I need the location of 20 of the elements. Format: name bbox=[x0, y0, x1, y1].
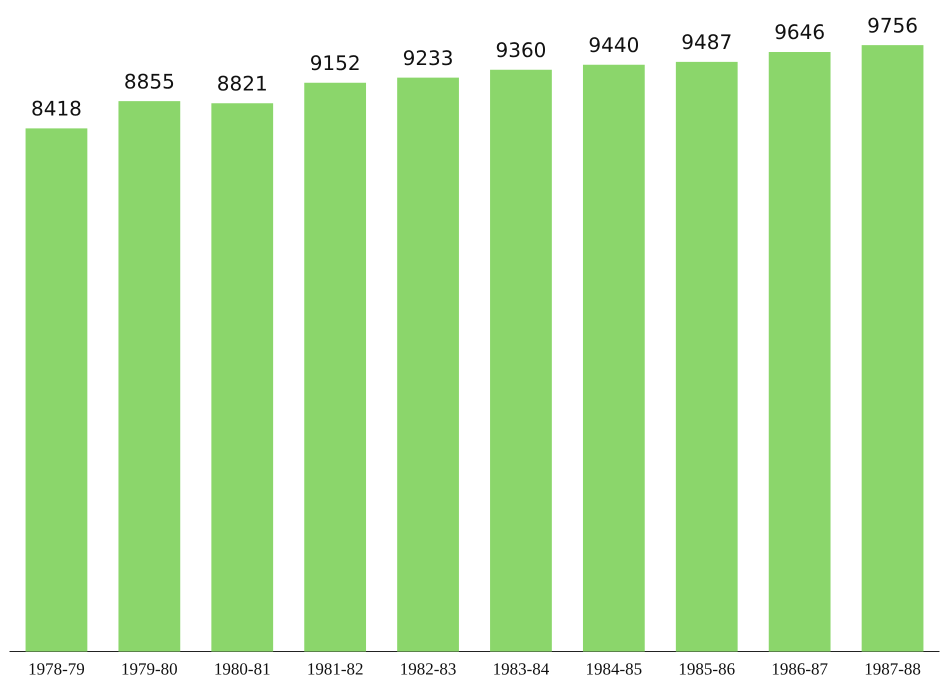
data-label: 8821 bbox=[216, 71, 268, 96]
x-tick-label: 1983-84 bbox=[492, 659, 550, 678]
data-label: 9487 bbox=[681, 30, 732, 54]
x-tick-label: 1982-83 bbox=[400, 659, 456, 678]
data-label: 8418 bbox=[30, 96, 82, 121]
data-label: 8855 bbox=[124, 69, 175, 94]
x-tick-label: 1979-80 bbox=[121, 659, 178, 678]
x-tick-label: 1981-82 bbox=[306, 659, 364, 678]
x-tick-label: 1985-86 bbox=[678, 659, 736, 678]
data-label: 9646 bbox=[774, 20, 826, 44]
x-tick-label: 1987-88 bbox=[864, 659, 921, 678]
data-label: 9152 bbox=[310, 50, 361, 75]
x-tick-label: 1980-81 bbox=[214, 659, 271, 678]
data-label: 9233 bbox=[402, 46, 454, 70]
x-tick-label: 1986-87 bbox=[771, 659, 828, 678]
x-tick-label: 1978-79 bbox=[28, 659, 85, 678]
data-label: 9440 bbox=[588, 33, 640, 58]
x-tick-label: 1984-85 bbox=[586, 659, 642, 678]
data-label: 9756 bbox=[867, 13, 918, 38]
data-label: 9360 bbox=[495, 38, 546, 62]
